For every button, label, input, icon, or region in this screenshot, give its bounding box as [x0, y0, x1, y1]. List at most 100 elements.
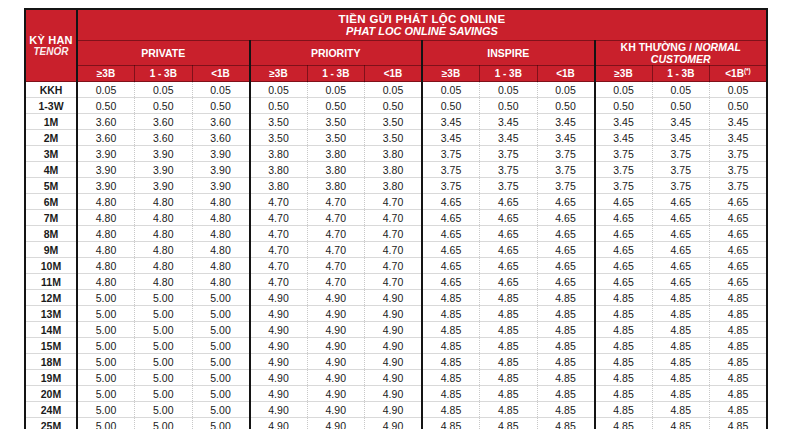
rate-cell: 4.90: [307, 402, 365, 418]
rate-cell: 5.00: [192, 290, 250, 306]
rate-cell: 0.50: [365, 98, 423, 114]
rate-cell: 0.50: [135, 98, 193, 114]
rate-cell: 4.65: [422, 242, 480, 258]
tenor-cell: 11M: [25, 274, 77, 290]
rate-cell: 3.45: [537, 130, 595, 146]
rate-cell: 0.50: [422, 98, 480, 114]
rate-cell: 4.80: [77, 274, 135, 290]
rate-cell: 4.70: [250, 258, 308, 274]
rate-cell: 4.65: [537, 194, 595, 210]
rate-cell: 3.80: [250, 146, 308, 162]
rate-cell: 4.90: [365, 354, 423, 370]
rate-cell: 4.65: [480, 258, 538, 274]
rate-cell: 4.85: [480, 290, 538, 306]
rate-cell: 4.85: [422, 322, 480, 338]
tenor-cell: 18M: [25, 354, 77, 370]
rate-cell: 0.50: [652, 98, 710, 114]
rate-cell: 4.70: [307, 210, 365, 226]
rate-cell: 3.75: [480, 146, 538, 162]
rate-cell: 4.65: [652, 226, 710, 242]
rate-cell: 0.05: [595, 82, 653, 98]
rate-cell: 4.85: [652, 402, 710, 418]
rate-cell: 3.75: [537, 178, 595, 194]
rate-cell: 5.00: [77, 370, 135, 386]
rate-cell: 3.45: [480, 130, 538, 146]
rate-cell: 4.85: [422, 306, 480, 322]
rate-cell: 4.85: [652, 370, 710, 386]
product-title-en: PHAT LOC ONLINE SAVINGS: [78, 25, 766, 40]
tenor-label-en: TENOR: [26, 46, 76, 57]
rate-cell: 4.90: [250, 386, 308, 402]
table-row: 1M3.603.603.603.503.503.503.453.453.453.…: [25, 114, 767, 130]
rate-cell: 0.50: [77, 98, 135, 114]
rate-cell: 4.85: [422, 386, 480, 402]
rate-cell: 5.00: [77, 338, 135, 354]
rate-cell: 4.65: [595, 242, 653, 258]
rate-cell: 3.80: [307, 162, 365, 178]
rate-cell: 4.85: [710, 370, 768, 386]
rate-cell: 4.85: [652, 338, 710, 354]
rate-cell: 3.90: [77, 162, 135, 178]
rate-cell: 3.45: [710, 130, 768, 146]
rate-cell: 4.70: [365, 274, 423, 290]
rate-cell: 0.50: [595, 98, 653, 114]
rate-cell: 4.70: [307, 242, 365, 258]
rate-cell: 4.65: [710, 258, 768, 274]
rate-cell: 3.80: [307, 146, 365, 162]
rate-cell: 4.65: [422, 226, 480, 242]
rate-cell: 5.00: [77, 386, 135, 402]
rate-cell: 4.65: [652, 242, 710, 258]
rate-cell: 3.90: [192, 162, 250, 178]
segment-group-header: INSPIRE: [422, 41, 595, 66]
tenor-column-header: KỲ HẠN TENOR: [25, 9, 77, 82]
rate-cell: 4.85: [595, 306, 653, 322]
rate-cell: 4.85: [422, 418, 480, 429]
rate-cell: 4.85: [537, 306, 595, 322]
rate-cell: 5.00: [135, 338, 193, 354]
rate-cell: 3.90: [192, 146, 250, 162]
rate-cell: 4.65: [422, 258, 480, 274]
rate-cell: 3.60: [77, 130, 135, 146]
tenor-cell: 1M: [25, 114, 77, 130]
rate-cell: 4.65: [537, 274, 595, 290]
rate-cell: 5.00: [77, 290, 135, 306]
table-row: 9M4.804.804.804.704.704.704.654.654.654.…: [25, 242, 767, 258]
rate-cell: 4.85: [710, 402, 768, 418]
rate-cell: 5.00: [135, 354, 193, 370]
rate-cell: 4.80: [192, 242, 250, 258]
rate-cell: 3.90: [77, 178, 135, 194]
rate-cell: 5.00: [192, 354, 250, 370]
tenor-cell: 24M: [25, 402, 77, 418]
rate-cell: 4.85: [422, 402, 480, 418]
rate-cell: 3.75: [422, 178, 480, 194]
rate-cell: 4.85: [710, 306, 768, 322]
rate-cell: 4.85: [595, 402, 653, 418]
rate-cell: 0.05: [480, 82, 538, 98]
rate-cell: 4.70: [365, 210, 423, 226]
rate-cell: 4.90: [250, 290, 308, 306]
rate-cell: 5.00: [135, 402, 193, 418]
rate-cell: 0.05: [192, 82, 250, 98]
balance-tier-header: <1B: [537, 66, 595, 82]
rate-cell: 3.60: [135, 114, 193, 130]
rate-cell: 4.85: [710, 354, 768, 370]
rate-cell: 4.70: [250, 210, 308, 226]
rate-cell: 4.90: [307, 322, 365, 338]
rate-cell: 4.80: [192, 194, 250, 210]
tenor-cell: 3M: [25, 146, 77, 162]
rate-cell: 0.50: [307, 98, 365, 114]
table-row: 20M5.005.005.004.904.904.904.854.854.854…: [25, 386, 767, 402]
tenor-cell: 14M: [25, 322, 77, 338]
rate-cell: 3.75: [710, 146, 768, 162]
rate-cell: 5.00: [192, 370, 250, 386]
rate-cell: 3.80: [250, 162, 308, 178]
rate-cell: 4.65: [480, 210, 538, 226]
rate-cell: 4.85: [710, 338, 768, 354]
rate-cell: 3.90: [192, 178, 250, 194]
rate-cell: 3.75: [652, 162, 710, 178]
rate-cell: 4.65: [652, 274, 710, 290]
rate-cell: 3.80: [250, 178, 308, 194]
rate-cell: 3.45: [595, 130, 653, 146]
rate-cell: 4.85: [480, 306, 538, 322]
table-row: 11M4.804.804.804.704.704.704.654.654.654…: [25, 274, 767, 290]
